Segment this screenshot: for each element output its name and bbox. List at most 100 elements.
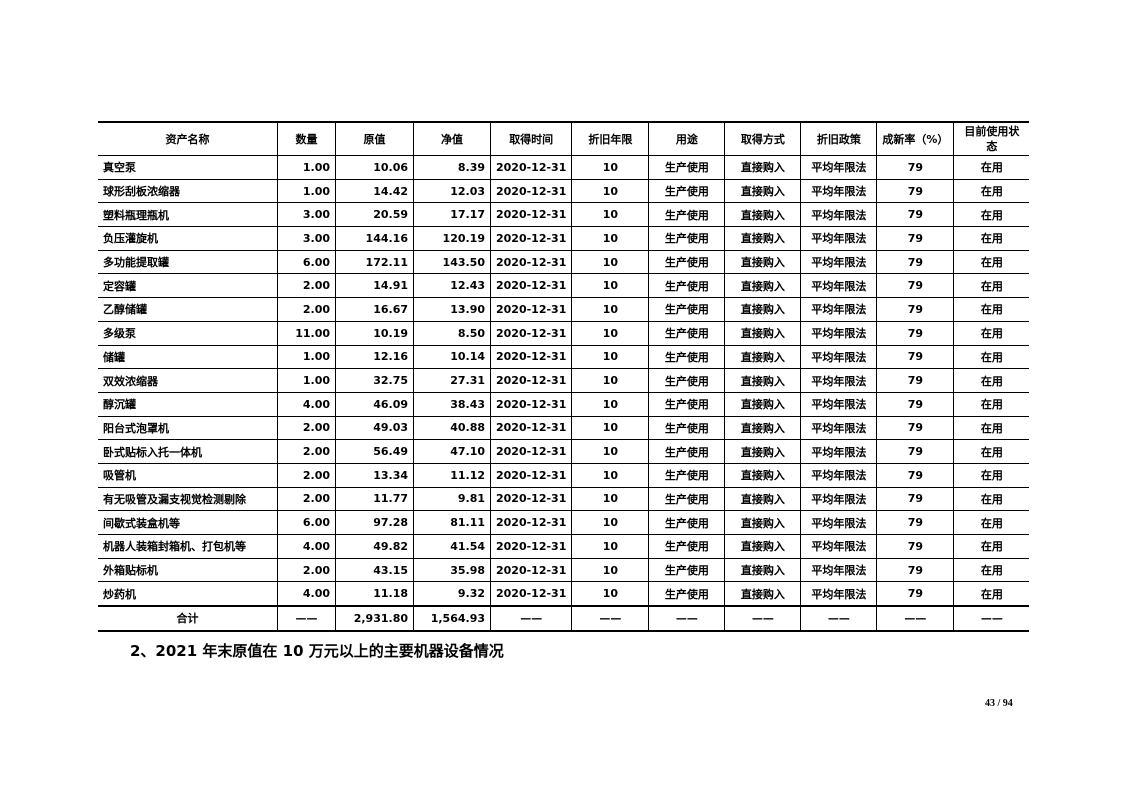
- table-cell: 平均年限法: [800, 391, 878, 417]
- table-cell: 10: [571, 297, 650, 322]
- table-cell: 79: [876, 486, 955, 512]
- table-cell: 11.18: [335, 581, 414, 607]
- table-cell: 2020-12-31: [489, 462, 573, 488]
- table-cell: 79: [876, 581, 955, 607]
- table-cell: 10: [571, 344, 650, 370]
- table-cell: 1.00: [277, 344, 336, 370]
- table-cell: 平均年限法: [800, 415, 878, 441]
- table-cell: 平均年限法: [800, 510, 878, 535]
- table-cell: 79: [876, 462, 955, 488]
- table-cell: 10: [571, 557, 650, 583]
- table-cell: 生产使用: [648, 486, 726, 512]
- table-cell: 4.00: [277, 581, 336, 607]
- table-cell: 在用: [953, 415, 1030, 441]
- table-row: 储罐 1.00 12.16 10.14 2020-12-31 10 生产使用 直接购入 平均年限…: [98, 344, 1030, 370]
- table-cell: 生产使用: [648, 439, 726, 464]
- table-cell: 46.09: [335, 391, 414, 417]
- total-cell: ——: [876, 605, 955, 632]
- table-cell: 10: [571, 486, 650, 512]
- table-cell: 2020-12-31: [489, 368, 573, 393]
- table-cell: 11.00: [277, 320, 336, 346]
- table-cell: 直接购入: [724, 297, 802, 322]
- table-cell: 6.00: [277, 249, 336, 275]
- table-cell: 生产使用: [648, 273, 726, 299]
- table-cell: 10: [571, 534, 650, 559]
- table-cell: 2.00: [277, 415, 336, 441]
- table-cell: 10: [571, 155, 650, 180]
- table-cell: 生产使用: [648, 249, 726, 275]
- table-cell: 14.91: [335, 273, 414, 299]
- table-cell: 塑料瓶理瓶机: [98, 202, 278, 228]
- table-cell: 143.50: [413, 249, 491, 275]
- table-cell: 79: [876, 202, 955, 228]
- table-cell: 球形刮板浓缩器: [98, 178, 278, 204]
- table-cell: 79: [876, 391, 955, 417]
- table-cell: 10: [571, 249, 650, 275]
- table-cell: 生产使用: [648, 391, 726, 417]
- table-cell: 直接购入: [724, 581, 802, 607]
- table-cell: 16.67: [335, 297, 414, 322]
- column-header: 数量: [277, 121, 336, 156]
- total-cell: ——: [571, 605, 650, 632]
- table-cell: 多级泵: [98, 320, 278, 346]
- table-cell: 在用: [953, 297, 1030, 322]
- table-cell: 直接购入: [724, 202, 802, 228]
- total-cell: 2,931.80: [335, 605, 414, 632]
- table-cell: 8.50: [413, 320, 491, 346]
- table-cell: 直接购入: [724, 249, 802, 275]
- table-cell: 2020-12-31: [489, 439, 573, 464]
- table-cell: 10: [571, 439, 650, 464]
- table-cell: 14.42: [335, 178, 414, 204]
- table-cell: 定容罐: [98, 273, 278, 299]
- table-cell: 在用: [953, 320, 1030, 346]
- table-cell: 有无吸管及漏支视觉检测剔除: [98, 486, 278, 512]
- table-cell: 直接购入: [724, 510, 802, 535]
- total-cell: ——: [648, 605, 726, 632]
- table-cell: 外箱贴标机: [98, 557, 278, 583]
- table-cell: 直接购入: [724, 273, 802, 299]
- table-cell: 2020-12-31: [489, 486, 573, 512]
- table-cell: 直接购入: [724, 391, 802, 417]
- table-cell: 平均年限法: [800, 320, 878, 346]
- table-cell: 直接购入: [724, 534, 802, 559]
- total-cell: 合计: [98, 605, 278, 632]
- total-cell: ——: [277, 605, 336, 632]
- table-cell: 2020-12-31: [489, 557, 573, 583]
- table-row: 多级泵 11.00 10.19 8.50 2020-12-31 10 生产使用 直接购入 平均年…: [98, 320, 1030, 346]
- table-cell: 9.81: [413, 486, 491, 512]
- column-header: 目前使用状态: [953, 121, 1030, 156]
- table-cell: 生产使用: [648, 534, 726, 559]
- table-cell: 79: [876, 178, 955, 204]
- table-cell: 直接购入: [724, 415, 802, 441]
- section-heading: 2、2021 年末原值在 10 万元以上的主要机器设备情况: [130, 642, 504, 660]
- table-cell: 8.39: [413, 155, 491, 180]
- table-cell: 32.75: [335, 368, 414, 393]
- table-cell: 在用: [953, 557, 1030, 583]
- table-row: 定容罐 2.00 14.91 12.43 2020-12-31 10 生产使用 直接购入 平均年…: [98, 273, 1030, 299]
- column-header: 净值: [413, 121, 491, 156]
- table-cell: 平均年限法: [800, 249, 878, 275]
- table-cell: 机器人装箱封箱机、打包机等: [98, 534, 278, 559]
- table-cell: 2.00: [277, 297, 336, 322]
- table-cell: 平均年限法: [800, 534, 878, 559]
- table-cell: 41.54: [413, 534, 491, 559]
- table-cell: 10.14: [413, 344, 491, 370]
- table-cell: 储罐: [98, 344, 278, 370]
- table-cell: 生产使用: [648, 557, 726, 583]
- table-cell: 79: [876, 320, 955, 346]
- table-row: 双效浓缩器 1.00 32.75 27.31 2020-12-31 10 生产使用 直接购入平…: [98, 368, 1030, 393]
- table-cell: 144.16: [335, 226, 414, 251]
- table-cell: 多功能提取罐: [98, 249, 278, 275]
- equipment-table: 资产名称 数量 原值 净值 取得时间 折旧年限 用途 取得方式 折旧政策 成新率（%） 目前使用状态…: [98, 121, 1030, 632]
- table-cell: 10: [571, 368, 650, 393]
- table-cell: 平均年限法: [800, 557, 878, 583]
- column-header: 原值: [335, 121, 414, 156]
- table-cell: 在用: [953, 155, 1030, 180]
- table-cell: 平均年限法: [800, 202, 878, 228]
- table-cell: 2.00: [277, 273, 336, 299]
- table-cell: 79: [876, 368, 955, 393]
- table-row: 间歇式装盒机等 6.00 97.28 81.11 2020-12-31 10 生产使用 直接购…: [98, 510, 1030, 535]
- table-cell: 直接购入: [724, 368, 802, 393]
- table-cell: 43.15: [335, 557, 414, 583]
- table-cell: 平均年限法: [800, 462, 878, 488]
